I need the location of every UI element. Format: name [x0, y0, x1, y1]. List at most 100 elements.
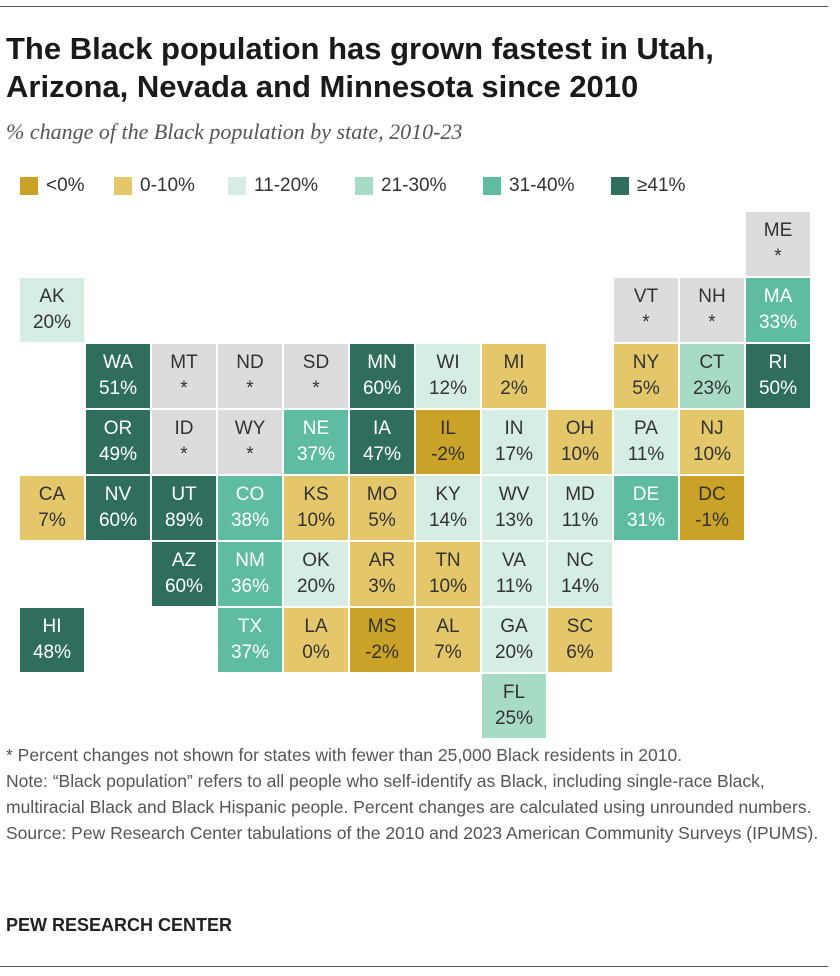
state-abbr: FL — [502, 682, 526, 703]
state-tile-mt: MT * — [152, 344, 216, 408]
state-tile-az: AZ 60% — [152, 542, 216, 606]
state-value: 3% — [368, 576, 396, 597]
state-value: 2% — [500, 378, 528, 399]
state-value: 47% — [362, 444, 402, 465]
legend-swatch — [355, 177, 373, 195]
state-abbr: WV — [498, 484, 530, 505]
state-value: 50% — [758, 378, 798, 399]
state-tile-ms: MS -2% — [350, 608, 414, 672]
state-tile-ri: RI 50% — [746, 344, 810, 408]
state-abbr: WI — [436, 352, 460, 373]
state-tile-wi: WI 12% — [416, 344, 480, 408]
source-note: Source: Pew Research Center tabulations … — [6, 823, 819, 843]
state-abbr: DE — [632, 484, 660, 505]
state-tile-nd: ND * — [218, 344, 282, 408]
state-value: 11% — [561, 510, 599, 531]
legend-swatch — [611, 177, 629, 195]
state-value: 38% — [230, 510, 270, 531]
state-tile-ky: KY 14% — [416, 476, 480, 540]
asterisk-note: * Percent changes not shown for states w… — [6, 745, 683, 765]
state-abbr: DC — [698, 484, 726, 505]
state-value: 23% — [692, 378, 732, 399]
state-abbr: NE — [302, 418, 330, 439]
state-value: * — [180, 378, 188, 399]
state-abbr: MN — [367, 352, 397, 373]
chart-subtitle: % change of the Black population by stat… — [6, 119, 463, 144]
state-abbr: NY — [632, 352, 660, 373]
state-abbr: WY — [234, 418, 266, 439]
state-tile-al: AL 7% — [416, 608, 480, 672]
legend-label: 11-20% — [254, 175, 319, 196]
state-value: 7% — [434, 642, 462, 663]
state-value: 89% — [164, 510, 204, 531]
state-abbr: OH — [565, 418, 595, 439]
state-tile-or: OR 49% — [86, 410, 150, 474]
state-value: 11% — [495, 576, 533, 597]
state-tile-nm: NM 36% — [218, 542, 282, 606]
state-tile-mn: MN 60% — [350, 344, 414, 408]
state-value: 14% — [428, 510, 468, 531]
state-abbr: AK — [39, 286, 65, 307]
state-tile-ar: AR 3% — [350, 542, 414, 606]
state-tile-ok: OK 20% — [284, 542, 348, 606]
state-tile-in: IN 17% — [482, 410, 546, 474]
state-abbr: CT — [699, 352, 725, 373]
state-tile-mo: MO 5% — [350, 476, 414, 540]
legend-label: 31-40% — [509, 175, 575, 196]
state-abbr: AR — [368, 550, 396, 571]
state-value: 0% — [302, 642, 330, 663]
state-tile-pa: PA 11% — [614, 410, 678, 474]
state-abbr: WA — [103, 352, 133, 373]
tile-map: ME * AK 20% VT * NH * MA 33% WA 51% MT * ND * SD * MN 60% WI… — [20, 212, 810, 738]
state-abbr: NC — [566, 550, 594, 571]
legend-label: ≥41% — [637, 175, 686, 196]
brand-footer: PEW RESEARCH CENTER — [6, 915, 233, 935]
state-abbr: CO — [235, 484, 265, 505]
state-value: * — [246, 444, 254, 465]
state-tile-co: CO 38% — [218, 476, 282, 540]
state-abbr: ME — [763, 220, 793, 241]
top-rule — [0, 6, 828, 7]
state-tile-ak: AK 20% — [20, 278, 84, 342]
state-abbr: MT — [170, 352, 198, 373]
state-value: 36% — [230, 576, 270, 597]
state-value: 11% — [627, 444, 665, 465]
legend-label: 21-30% — [381, 175, 447, 196]
legend-swatch — [114, 177, 132, 195]
state-tile-ct: CT 23% — [680, 344, 744, 408]
state-tile-sd: SD * — [284, 344, 348, 408]
state-abbr: HI — [42, 616, 62, 637]
state-value: 60% — [98, 510, 138, 531]
state-abbr: MD — [565, 484, 595, 505]
state-value: 10% — [296, 510, 336, 531]
state-tile-ca: CA 7% — [20, 476, 84, 540]
legend-swatch — [483, 177, 501, 195]
state-tile-oh: OH 10% — [548, 410, 612, 474]
state-tile-id: ID * — [152, 410, 216, 474]
state-value: 20% — [296, 576, 336, 597]
state-value: 51% — [98, 378, 138, 399]
state-abbr: MI — [503, 352, 525, 373]
state-value: 5% — [368, 510, 396, 531]
state-tile-nv: NV 60% — [86, 476, 150, 540]
state-value: -2% — [365, 642, 399, 663]
state-tile-dc: DC -1% — [680, 476, 744, 540]
state-value: 33% — [758, 312, 798, 333]
legend-swatch — [228, 177, 246, 195]
state-value: * — [708, 312, 716, 333]
state-abbr: NH — [698, 286, 726, 307]
state-abbr: MS — [367, 616, 397, 637]
state-abbr: IN — [504, 418, 524, 439]
state-tile-nj: NJ 10% — [680, 410, 744, 474]
state-value: * — [312, 378, 320, 399]
state-abbr: UT — [171, 484, 197, 505]
state-tile-hi: HI 48% — [20, 608, 84, 672]
state-abbr: TX — [237, 616, 263, 637]
state-abbr: LA — [304, 616, 328, 637]
state-abbr: OK — [302, 550, 330, 571]
state-abbr: RI — [768, 352, 788, 373]
state-tile-sc: SC 6% — [548, 608, 612, 672]
definition-note: Note: “Black population” refers to all p… — [6, 771, 812, 817]
state-value: -1% — [695, 510, 729, 531]
state-abbr: NV — [104, 484, 132, 505]
